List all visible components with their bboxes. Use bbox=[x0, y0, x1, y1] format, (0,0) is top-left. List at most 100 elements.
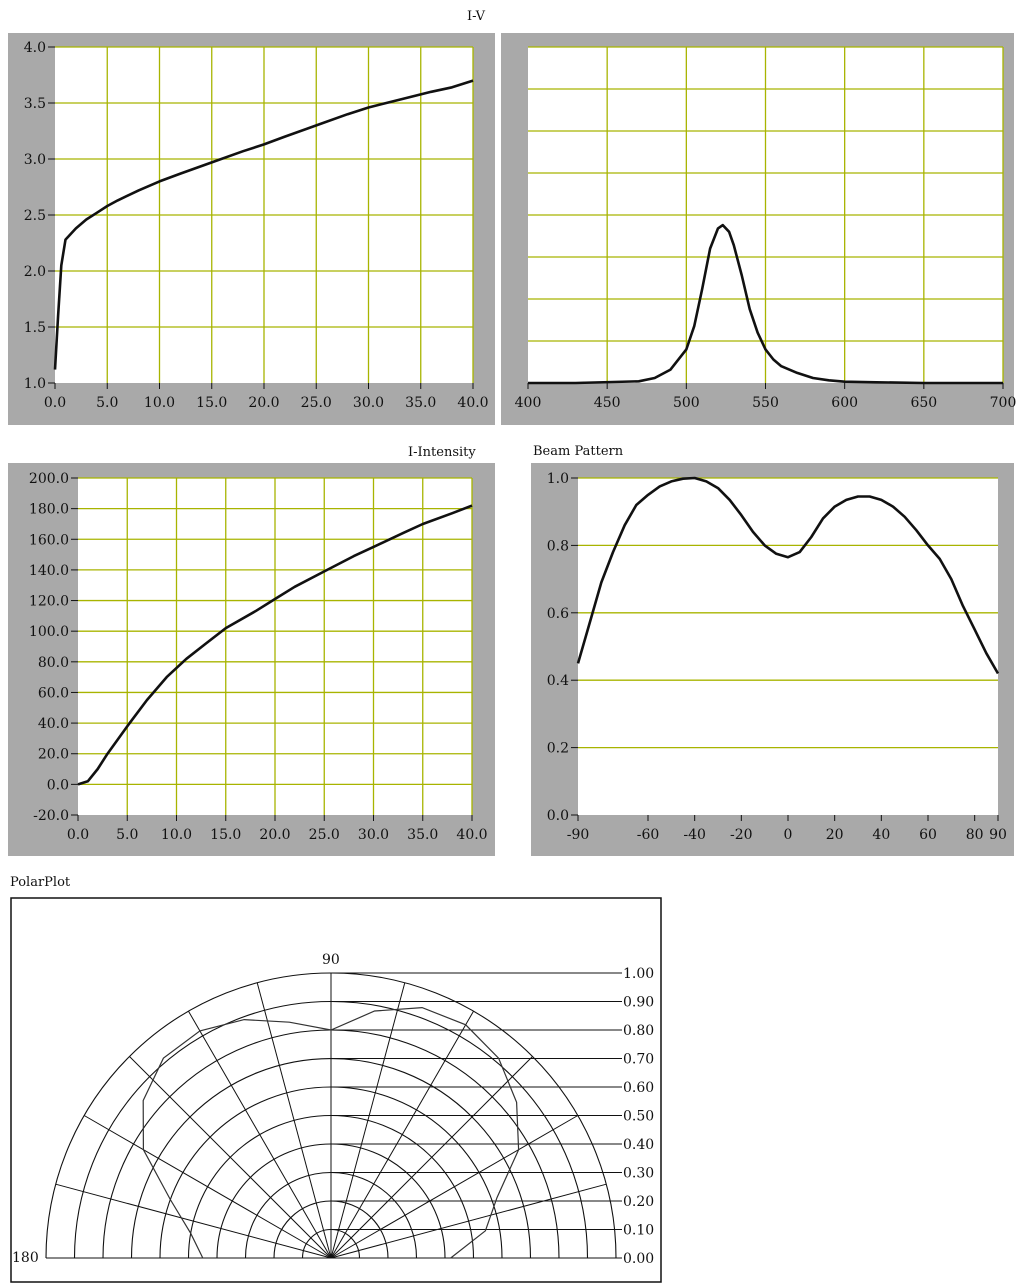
polar-spoke bbox=[55, 1183, 332, 1259]
polar-grid bbox=[45, 972, 617, 1259]
polar-spoke bbox=[256, 982, 332, 1259]
beam-y-tick-label: 0.8 bbox=[547, 538, 569, 554]
iv-x-tick-label: 35.0 bbox=[405, 395, 436, 411]
iv-x-tick-label: 20.0 bbox=[248, 395, 279, 411]
beam-x-tick-label: -60 bbox=[637, 827, 660, 843]
beam-y-tick-label: 0.6 bbox=[547, 606, 569, 622]
polar-spoke bbox=[330, 982, 406, 1259]
spectrum-x-tick-label: 600 bbox=[831, 395, 858, 411]
polar-radial-label: 0.60 bbox=[623, 1080, 654, 1096]
iv-x-tick-label: 25.0 bbox=[301, 395, 332, 411]
polar-frame bbox=[10, 897, 662, 1283]
polar-radial-ticks: 0.00 0.10 0.20 0.30 0.40 0.50 0.60 0.70 0.80 0.90… bbox=[331, 966, 654, 1267]
iv-y-tick-label: 4.0 bbox=[24, 40, 46, 56]
iintensity-axes: 0.0 5.0 10.0 15.0 20.0 25.0 30.0 35.0 40.0 -20.0 0… bbox=[29, 471, 488, 843]
spectrum-x-tick-label: 650 bbox=[910, 395, 937, 411]
iintensity-grid bbox=[78, 477, 473, 815]
iv-grid bbox=[55, 46, 474, 383]
polar-spoke bbox=[83, 1115, 332, 1259]
iintensity-y-tick-label: 80.0 bbox=[38, 655, 69, 671]
spectrum-x-tick-label: 700 bbox=[990, 395, 1016, 411]
beam-y-tick-label: 0.4 bbox=[547, 673, 569, 689]
beam-x-tick-label: 20 bbox=[826, 827, 844, 843]
iintensity-x-tick-label: 10.0 bbox=[161, 827, 192, 843]
iintensity-y-tick-label: 160.0 bbox=[29, 532, 69, 548]
iintensity-y-tick-label: 40.0 bbox=[38, 716, 69, 732]
beam-x-tick-label: 60 bbox=[919, 827, 937, 843]
iintensity-title: I-Intensity bbox=[408, 445, 476, 460]
iv-axes: 0.0 5.0 10.0 15.0 20.0 25.0 30.0 35.0 40.0 1.0 1.5… bbox=[24, 40, 489, 411]
polar-chart: PolarPlot 0.000.100.200.300.400.500.600.… bbox=[10, 875, 662, 1283]
polar-series-line bbox=[142, 1006, 520, 1259]
beam-x-tick-label: 80 bbox=[966, 827, 984, 843]
iintensity-x-tick-label: 40.0 bbox=[456, 827, 487, 843]
iintensity-y-tick-label: 120.0 bbox=[29, 594, 69, 610]
iv-x-tick-label: 15.0 bbox=[196, 395, 227, 411]
iintensity-y-tick-label: 0.0 bbox=[47, 777, 69, 793]
polar-radial-label: 0.20 bbox=[623, 1194, 654, 1210]
iintensity-y-tick-label: 100.0 bbox=[29, 624, 69, 640]
beam-chart: -90 -60 -40 -20 0 20 40 60 80 90 0.0 0.2 0.4 0.6 0.8 1.… bbox=[531, 444, 1014, 856]
polar-title: PolarPlot bbox=[10, 875, 71, 890]
polar-radial-label: 0.90 bbox=[623, 995, 654, 1011]
beam-series-line bbox=[576, 476, 1000, 675]
beam-y-tick-label: 1.0 bbox=[547, 471, 569, 487]
iintensity-y-tick-label: 140.0 bbox=[29, 563, 69, 579]
iv-y-tick-label: 1.0 bbox=[24, 376, 46, 392]
polar-radial-label: 0.80 bbox=[623, 1023, 654, 1039]
spectrum-x-tick-label: 500 bbox=[673, 395, 700, 411]
iv-y-tick-label: 2.0 bbox=[24, 264, 46, 280]
iv-series-line bbox=[53, 79, 474, 370]
spectrum-series-line bbox=[528, 223, 1003, 385]
iv-chart: 0.0 5.0 10.0 15.0 20.0 25.0 30.0 35.0 40.0 1.0 1.5… bbox=[8, 9, 495, 425]
beam-x-tick-label: -20 bbox=[730, 827, 753, 843]
spectrum-axes: 400 450 500 550 600 650 700 bbox=[515, 383, 1016, 411]
polar-radial-label: 1.00 bbox=[623, 966, 654, 982]
polar-angle-label-90: 90 bbox=[322, 952, 340, 968]
beam-x-tick-label: 40 bbox=[872, 827, 890, 843]
iintensity-x-tick-label: 35.0 bbox=[407, 827, 438, 843]
spectrum-x-tick-label: 550 bbox=[752, 395, 779, 411]
iintensity-y-tick-label: 20.0 bbox=[38, 747, 69, 763]
beam-x-tick-label: -40 bbox=[683, 827, 706, 843]
polar-spoke bbox=[330, 1115, 579, 1259]
iv-y-tick-label: 2.5 bbox=[24, 208, 46, 224]
iv-x-tick-label: 5.0 bbox=[96, 395, 118, 411]
iv-title: I-V bbox=[467, 9, 486, 24]
iv-x-tick-label: 0.0 bbox=[44, 395, 66, 411]
iv-y-tick-label: 3.0 bbox=[24, 152, 46, 168]
iintensity-y-tick-label: 200.0 bbox=[29, 471, 69, 487]
beam-x-tick-label: 0 bbox=[784, 827, 793, 843]
spectrum-x-tick-label: 450 bbox=[594, 395, 621, 411]
iintensity-chart: 0.0 5.0 10.0 15.0 20.0 25.0 30.0 35.0 40.0 -20.0 0… bbox=[8, 445, 495, 856]
polar-spoke bbox=[188, 1010, 332, 1259]
spectrum-grid bbox=[528, 46, 1004, 383]
iintensity-y-tick-label: 180.0 bbox=[29, 502, 69, 518]
polar-radial-label: 0.10 bbox=[623, 1223, 654, 1239]
iintensity-y-tick-label: 60.0 bbox=[38, 685, 69, 701]
polar-spoke bbox=[129, 1056, 332, 1259]
iv-x-tick-label: 10.0 bbox=[144, 395, 175, 411]
polar-radial-label: 0.00 bbox=[623, 1251, 654, 1267]
iintensity-x-tick-label: 0.0 bbox=[67, 827, 89, 843]
polar-spoke bbox=[330, 1183, 607, 1259]
iv-y-tick-label: 3.5 bbox=[24, 96, 46, 112]
iintensity-x-tick-label: 30.0 bbox=[358, 827, 389, 843]
beam-y-tick-label: 0.0 bbox=[547, 808, 569, 824]
beam-axes: -90 -60 -40 -20 0 20 40 60 80 90 0.0 0.2 0.4 0.6 0.8 1.… bbox=[547, 471, 1007, 843]
iintensity-x-tick-label: 15.0 bbox=[210, 827, 241, 843]
iintensity-x-tick-label: 20.0 bbox=[259, 827, 290, 843]
iintensity-y-tick-label: -20.0 bbox=[33, 808, 69, 824]
beam-x-tick-label: -90 bbox=[567, 827, 590, 843]
iintensity-x-tick-label: 5.0 bbox=[116, 827, 138, 843]
iv-x-tick-label: 40.0 bbox=[457, 395, 488, 411]
polar-radial-label: 0.40 bbox=[623, 1137, 654, 1153]
polar-radial-label: 0.30 bbox=[623, 1166, 654, 1182]
iv-x-tick-label: 30.0 bbox=[353, 395, 384, 411]
polar-spoke bbox=[330, 1010, 474, 1259]
iintensity-series-line bbox=[77, 504, 473, 786]
polar-angle-label-180: 180 bbox=[12, 1250, 39, 1266]
spectrum-chart: 400 450 500 550 600 650 700 bbox=[501, 33, 1016, 425]
polar-spoke bbox=[330, 1056, 533, 1259]
